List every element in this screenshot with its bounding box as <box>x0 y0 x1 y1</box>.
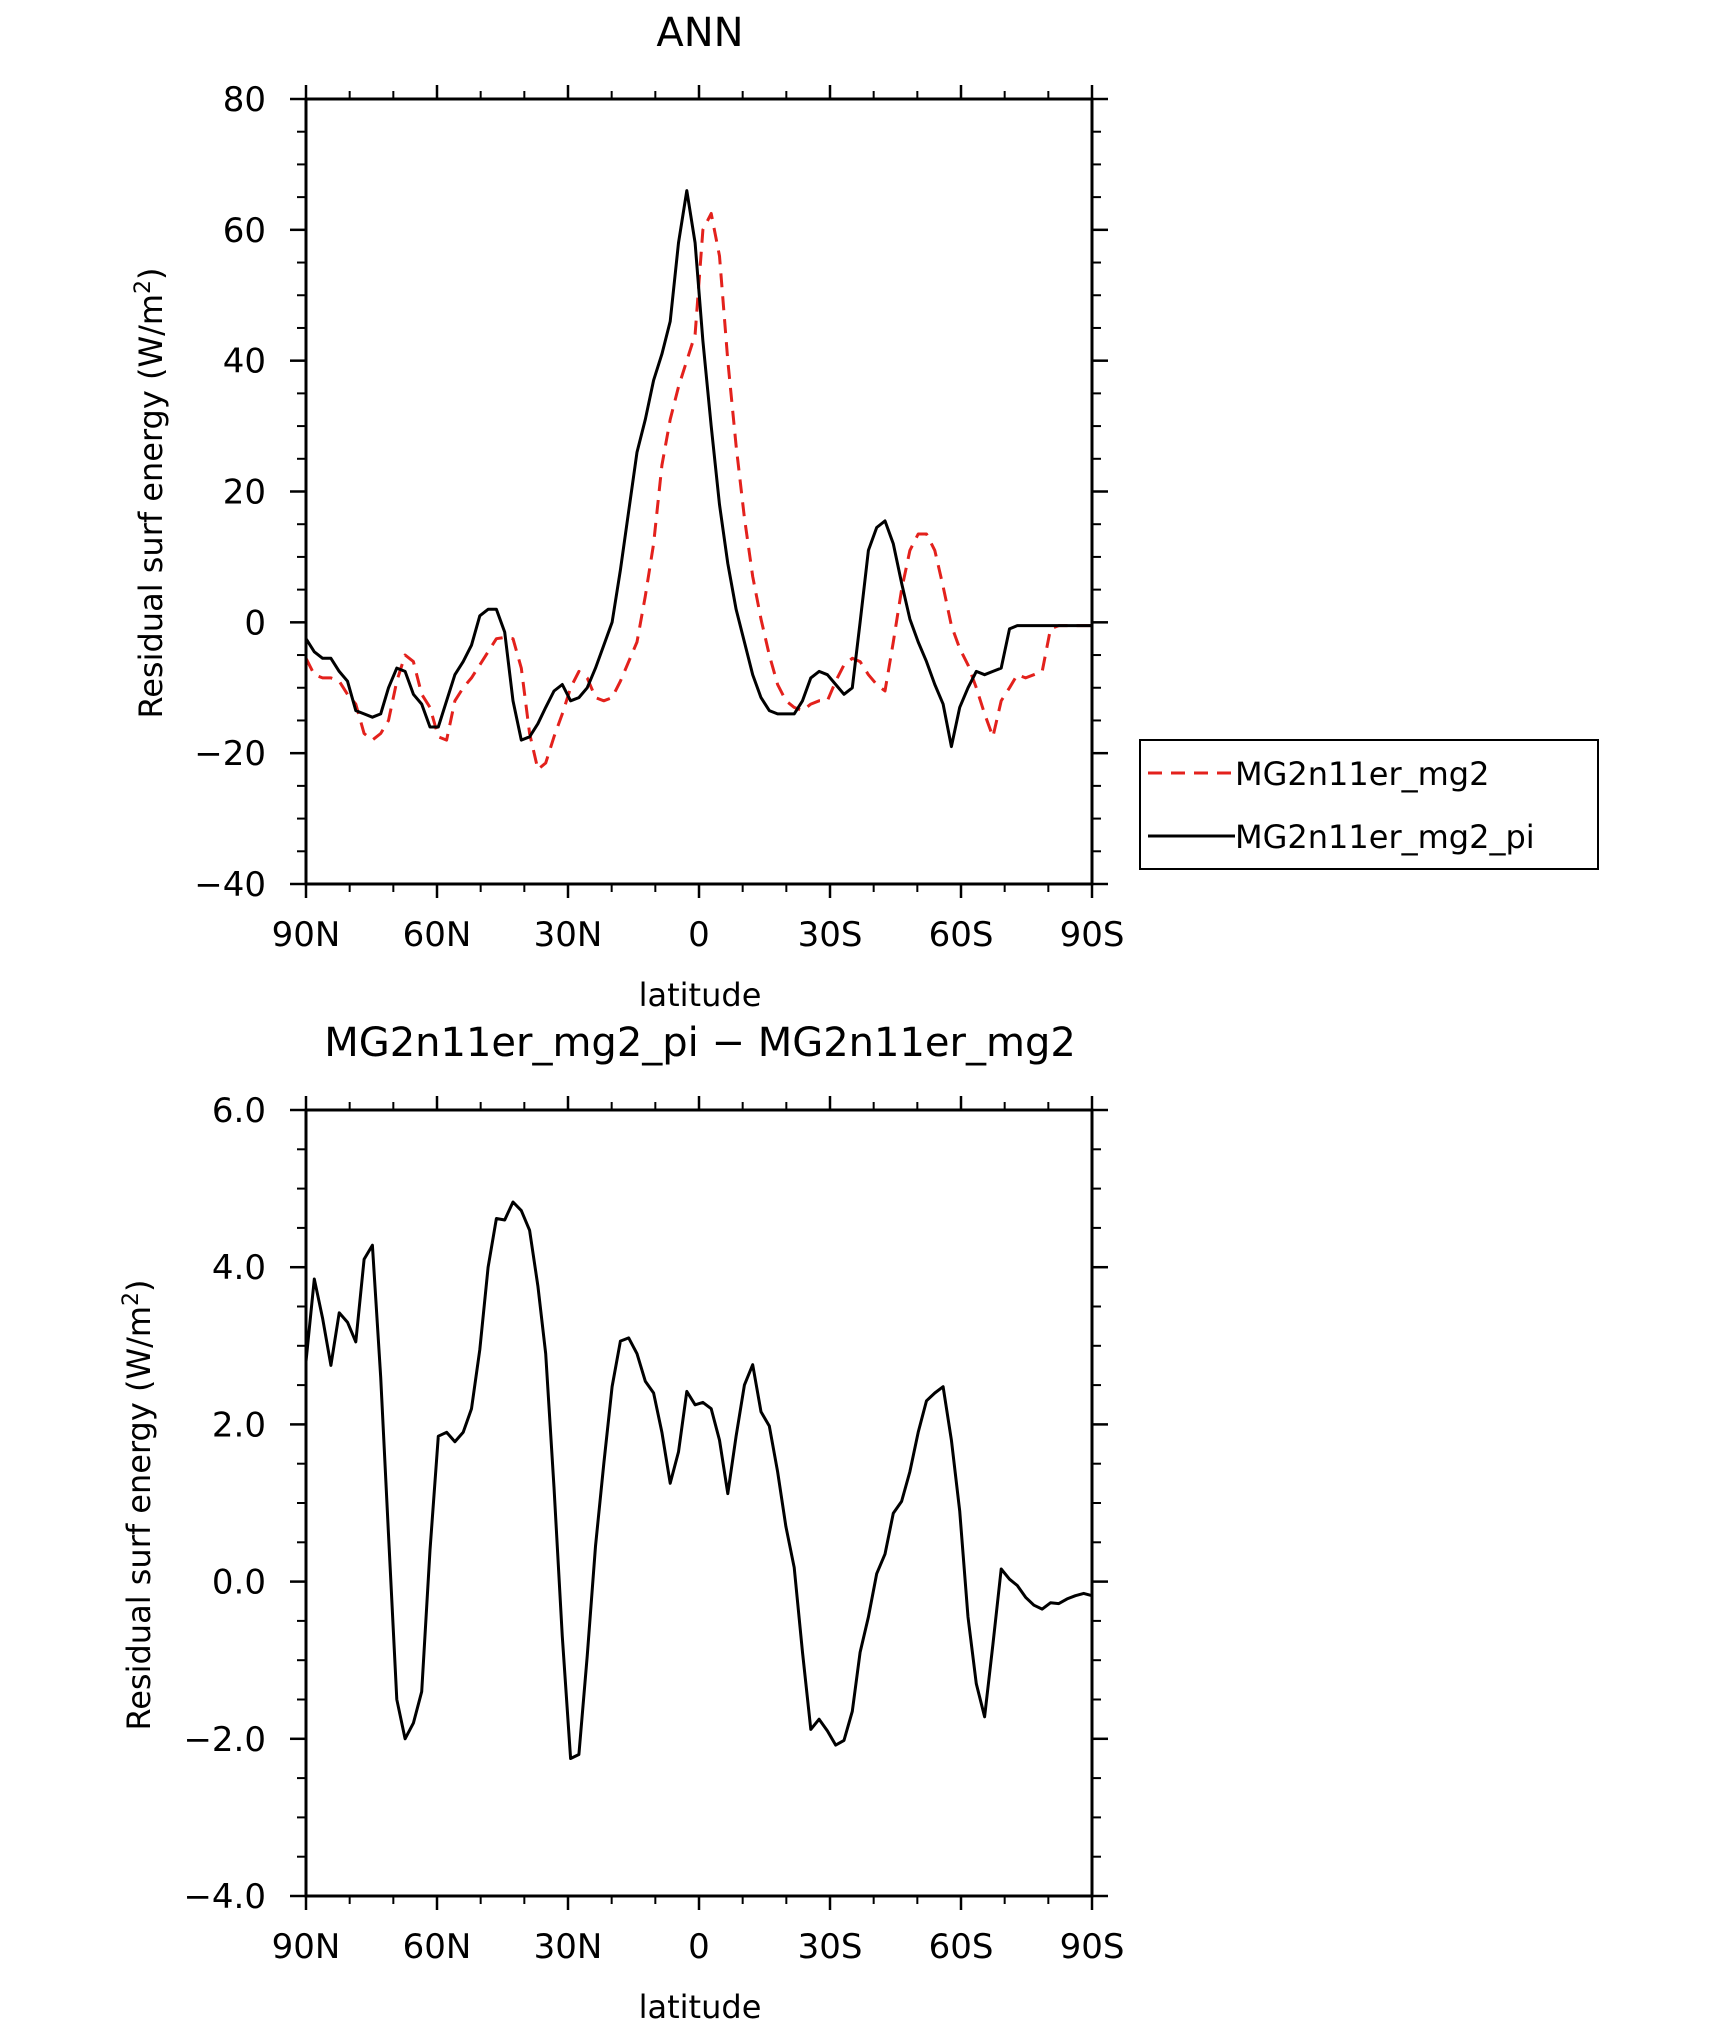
y-tick-labels: 80 60 40 20 0 −20 −40 <box>194 80 266 905</box>
x-tick-label: 60N <box>403 915 472 955</box>
x-tick-label: 30S <box>798 915 863 955</box>
x-tick-label: 30N <box>534 1927 603 1967</box>
y-axis-label-sup: 2 <box>131 280 156 294</box>
x-tick-label: 60N <box>403 1927 472 1967</box>
legend-box <box>1139 739 1599 870</box>
y-tick-label: −20 <box>194 734 266 774</box>
y-tick-label: −4.0 <box>183 1877 266 1917</box>
y-tick-label: 0.0 <box>212 1563 266 1603</box>
y-tick-label: 80 <box>223 80 266 120</box>
y-tick-label: 20 <box>223 473 266 513</box>
series-lines <box>304 1200 1093 1760</box>
y-axis-label: Residual surf energy (W/m2) <box>119 1279 158 1730</box>
y-axis-label-main: Residual surf energy (W/m <box>120 1306 158 1731</box>
plot-frame <box>304 1108 1094 1898</box>
x-tick-labels: 90N 60N 30N 0 30S 60S 90S <box>272 1927 1125 1967</box>
x-tick-label: 60S <box>929 915 994 955</box>
x-tick-label: 90S <box>1060 915 1125 955</box>
y-tick-label: −2.0 <box>183 1720 266 1760</box>
x-tick-label: 90S <box>1060 1927 1125 1967</box>
x-tick-label: 30S <box>798 1927 863 1967</box>
tick-marks <box>290 85 1108 898</box>
x-axis-label: latitude <box>639 1988 762 2021</box>
x-tick-label: 30N <box>534 915 603 955</box>
y-tick-label: 60 <box>223 211 266 251</box>
series-line-difference <box>304 1200 1093 1760</box>
chart-title: MG2n11er_mg2_pi − MG2n11er_mg2 <box>324 1020 1076 1066</box>
series-lines <box>304 189 1092 771</box>
x-tick-label: 0 <box>688 915 710 955</box>
chart-panel-difference: MG2n11er_mg2_pi − MG2n11er_mg2 90N 60N 30N… <box>119 1020 1124 2021</box>
legend-label-mg2-pi: MG2n11er_mg2_pi <box>1235 818 1535 856</box>
y-axis-label-end: ) <box>120 1279 158 1291</box>
y-tick-label: 0 <box>244 603 266 643</box>
x-tick-label: 60S <box>929 1927 994 1967</box>
x-tick-label: 90N <box>272 1927 341 1967</box>
chart-panel-annual: ANN 90N 60N 30N 0 30S 60S 90S 806040200−20−40 … <box>131 10 1599 1014</box>
y-axis-label: Residual surf energy (W/m2) <box>131 267 170 718</box>
legend-label-mg2: MG2n11er_mg2 <box>1235 755 1489 793</box>
y-axis-label-sup: 2 <box>119 1292 144 1306</box>
y-tick-label: 2.0 <box>212 1405 266 1445</box>
y-tick-labels: 6.0 4.0 2.0 0.0 −2.0 −4.0 <box>183 1091 266 1917</box>
x-tick-label: 0 <box>688 1927 710 1967</box>
series-line-mg2n11er-mg2-pi <box>304 189 1092 749</box>
y-axis-label-end: ) <box>132 267 170 279</box>
x-tick-labels: 90N 60N 30N 0 30S 60S 90S <box>272 915 1125 955</box>
y-tick-label: 4.0 <box>212 1248 266 1288</box>
y-axis-label-main: Residual surf energy (W/m <box>132 294 170 719</box>
chart-title: ANN <box>656 10 743 56</box>
tick-marks <box>290 1096 1108 1910</box>
y-tick-label: 40 <box>223 342 266 382</box>
x-tick-label: 90N <box>272 915 341 955</box>
y-tick-label: −40 <box>194 865 266 905</box>
legend: MG2n11er_mg2 MG2n11er_mg2_pi <box>1139 739 1599 870</box>
plot-frame <box>304 97 1094 886</box>
y-tick-label: 6.0 <box>212 1091 266 1131</box>
x-axis-label: latitude <box>639 976 762 1014</box>
